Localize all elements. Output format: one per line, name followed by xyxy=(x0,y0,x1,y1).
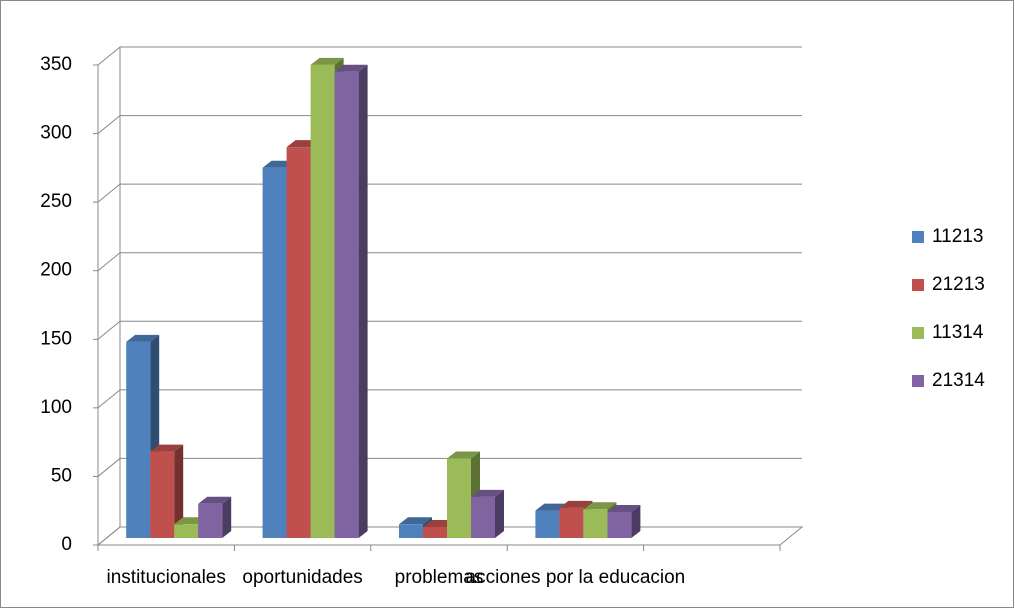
y-tick-label: 300 xyxy=(40,123,72,144)
bar-face xyxy=(471,489,504,497)
bar-face xyxy=(310,64,335,538)
x-tick-label: oportunidades xyxy=(242,567,362,588)
bar-face xyxy=(358,64,368,538)
bar xyxy=(126,334,160,538)
bar-face xyxy=(631,504,641,538)
bar-face xyxy=(535,510,560,538)
x-tick-label: problemas xyxy=(395,567,484,588)
bar-face xyxy=(399,524,423,538)
bar-face xyxy=(198,503,223,538)
bar-face xyxy=(447,451,480,459)
bar-face xyxy=(286,147,311,538)
grid-line xyxy=(97,46,802,66)
legend-swatch xyxy=(912,375,924,387)
bar-face xyxy=(222,496,232,538)
y-tick-label: 100 xyxy=(40,397,72,418)
bar-face xyxy=(559,500,593,508)
legend-swatch xyxy=(912,279,924,291)
grid-line xyxy=(97,320,802,340)
bar-face xyxy=(174,524,199,538)
bar-face xyxy=(310,57,344,65)
bar-face xyxy=(583,502,617,510)
bar-face xyxy=(447,458,471,538)
bar xyxy=(150,444,184,538)
bar-face xyxy=(126,334,160,342)
x-tick-label: institucionales xyxy=(107,567,226,588)
legend-label: 11213 xyxy=(932,226,983,247)
grid-line xyxy=(97,183,802,203)
grid-line xyxy=(97,252,802,272)
bar-face xyxy=(423,527,447,538)
legend-swatch xyxy=(912,327,924,339)
grid-line xyxy=(97,389,802,409)
y-tick-label: 200 xyxy=(40,260,72,281)
bar-face xyxy=(607,504,641,512)
bar xyxy=(198,496,232,538)
legend-swatch xyxy=(912,231,924,243)
grid-line xyxy=(97,457,802,477)
y-tick-label: 250 xyxy=(40,191,72,212)
bar-face xyxy=(471,496,495,538)
legend-label: 11314 xyxy=(932,322,984,343)
bar-face xyxy=(495,489,504,538)
bar-face xyxy=(174,444,184,538)
bar-face xyxy=(150,444,184,452)
bar-face xyxy=(334,71,359,538)
bar-face xyxy=(399,517,432,525)
y-tick-label: 50 xyxy=(51,465,72,486)
bar xyxy=(471,489,504,538)
bar-face xyxy=(583,509,608,538)
bar-face xyxy=(198,496,232,504)
y-tick-label: 0 xyxy=(61,534,72,555)
bar xyxy=(607,504,641,538)
x-tick-label: acciones por la educacion xyxy=(466,567,686,588)
bar-face xyxy=(150,451,175,538)
y-tick-label: 150 xyxy=(40,328,72,349)
bar xyxy=(334,64,368,538)
legend-label: 21213 xyxy=(932,274,985,295)
bar-face xyxy=(559,507,584,538)
legend-label: 21314 xyxy=(932,370,985,391)
bar xyxy=(447,451,480,538)
y-tick-label: 350 xyxy=(40,54,72,75)
bar-face xyxy=(334,64,368,72)
grid-line xyxy=(97,115,802,134)
bar-face xyxy=(607,511,632,538)
bar-face xyxy=(126,341,151,538)
bar-face xyxy=(262,167,287,538)
